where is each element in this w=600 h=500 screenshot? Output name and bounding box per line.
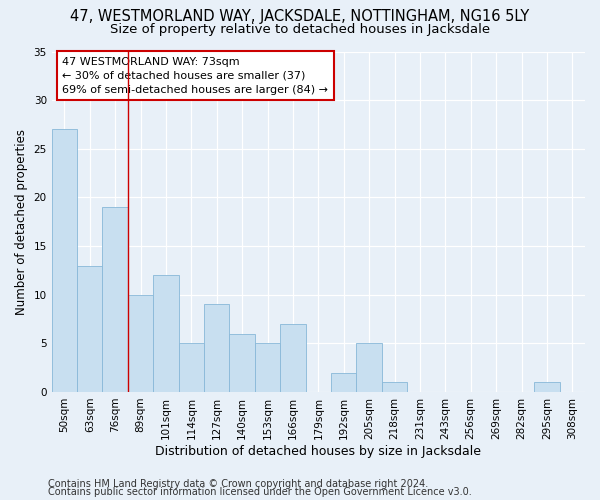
Bar	[153, 275, 179, 392]
Bar	[229, 334, 255, 392]
Bar	[356, 344, 382, 392]
Text: Contains public sector information licensed under the Open Government Licence v3: Contains public sector information licen…	[48, 487, 472, 497]
Bar	[128, 294, 153, 392]
Bar	[204, 304, 229, 392]
Text: 47 WESTMORLAND WAY: 73sqm
← 30% of detached houses are smaller (37)
69% of semi-: 47 WESTMORLAND WAY: 73sqm ← 30% of detac…	[62, 56, 328, 94]
Bar	[255, 344, 280, 392]
Bar	[77, 266, 103, 392]
Bar	[382, 382, 407, 392]
Y-axis label: Number of detached properties: Number of detached properties	[15, 128, 28, 314]
Bar	[534, 382, 560, 392]
Text: 47, WESTMORLAND WAY, JACKSDALE, NOTTINGHAM, NG16 5LY: 47, WESTMORLAND WAY, JACKSDALE, NOTTINGH…	[70, 9, 530, 24]
Bar	[52, 130, 77, 392]
X-axis label: Distribution of detached houses by size in Jacksdale: Distribution of detached houses by size …	[155, 444, 481, 458]
Bar	[103, 207, 128, 392]
Text: Contains HM Land Registry data © Crown copyright and database right 2024.: Contains HM Land Registry data © Crown c…	[48, 479, 428, 489]
Bar	[280, 324, 305, 392]
Bar	[331, 372, 356, 392]
Text: Size of property relative to detached houses in Jacksdale: Size of property relative to detached ho…	[110, 22, 490, 36]
Bar	[179, 344, 204, 392]
